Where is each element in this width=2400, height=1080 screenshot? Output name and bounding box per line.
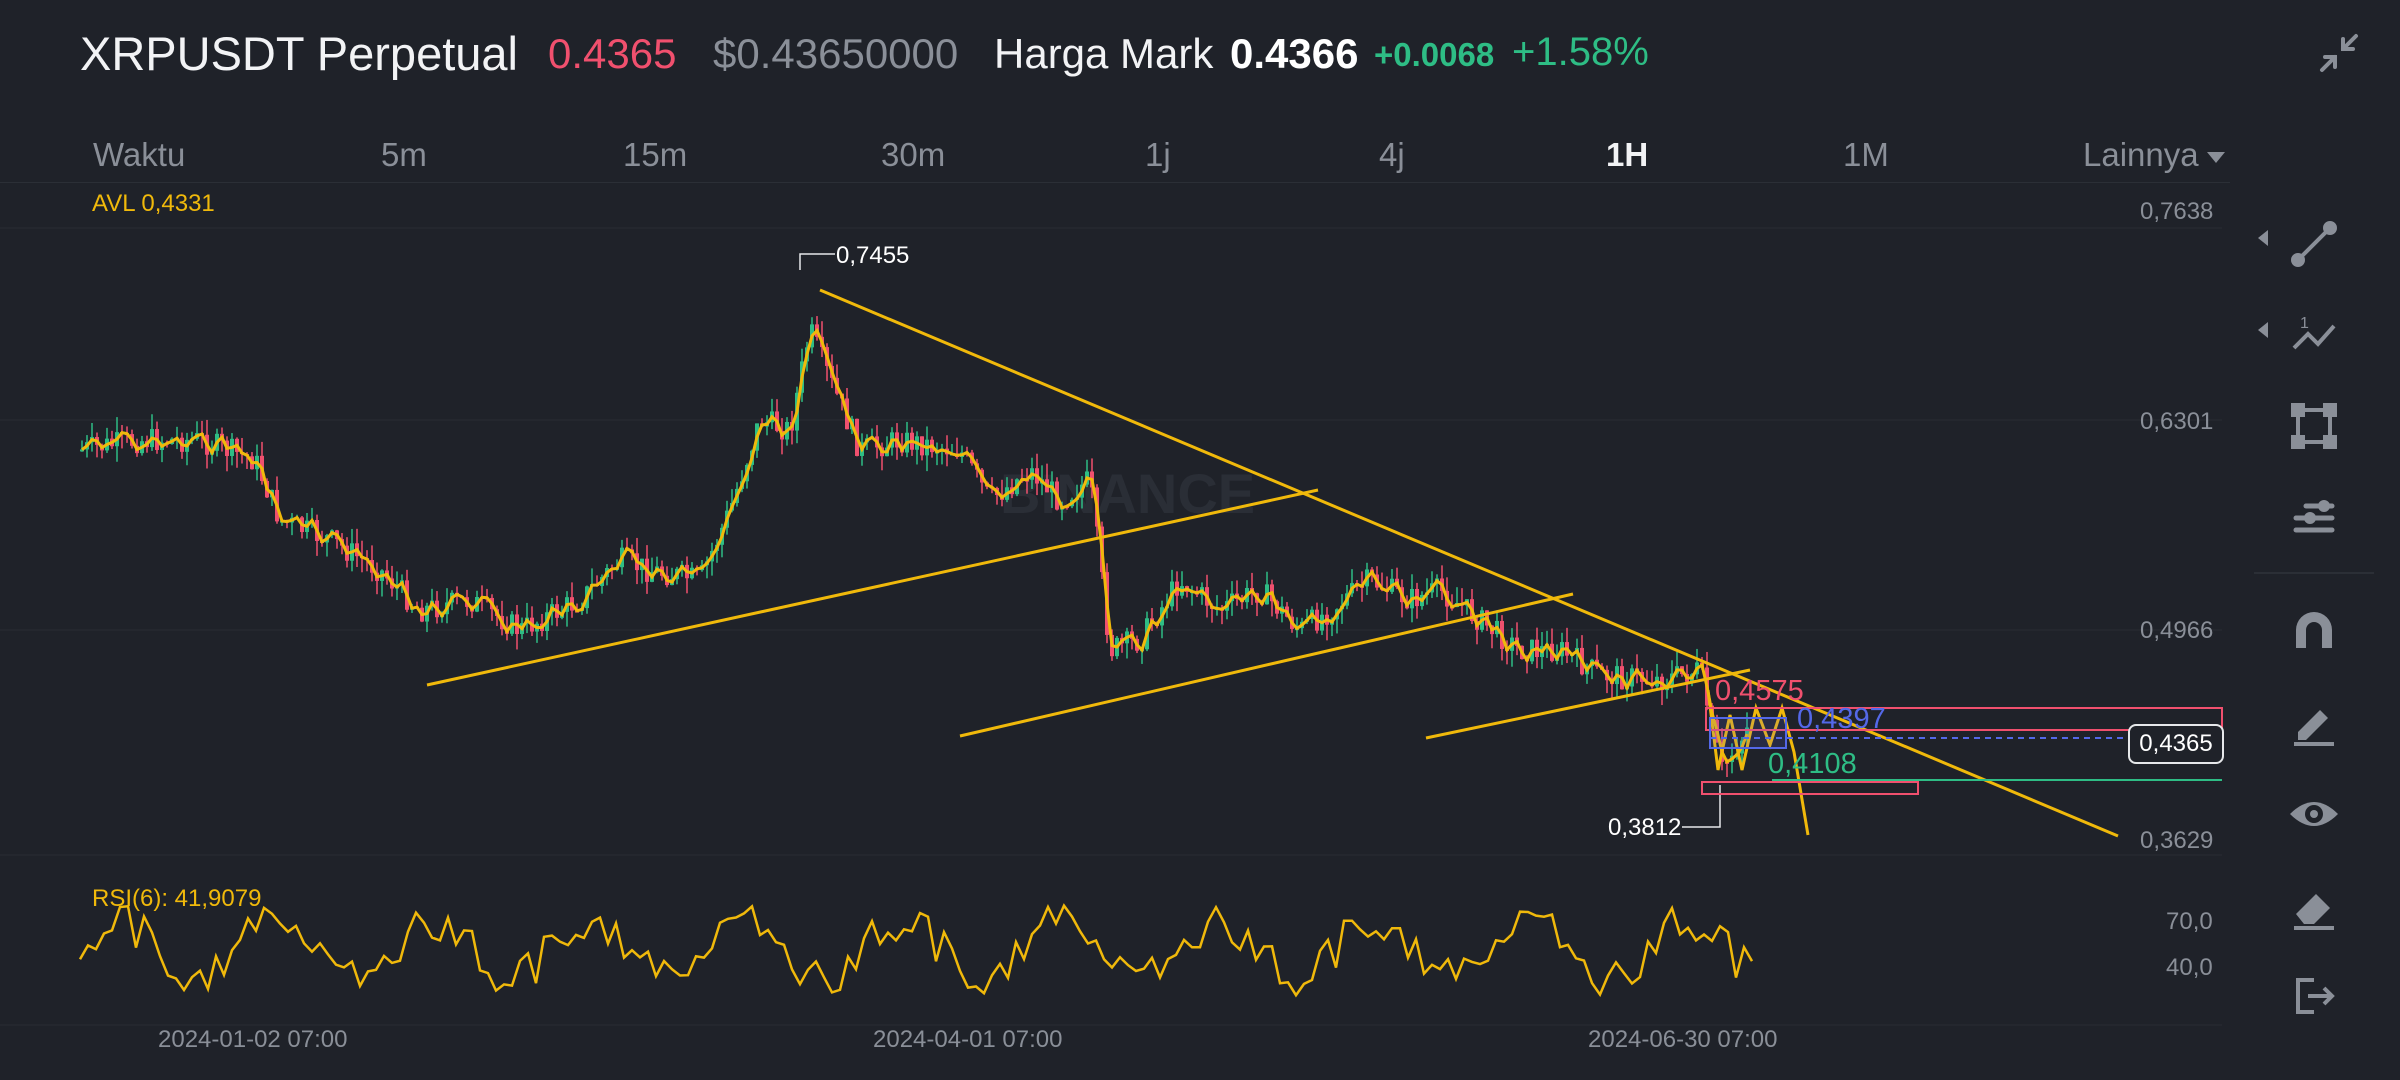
pencil-icon[interactable] xyxy=(2284,692,2344,752)
timeframe-bar: Waktu 5m 15m 30m 1j 4j 1H 1M Lainnya xyxy=(0,126,2230,183)
y-axis-tick: 0,3629 xyxy=(2140,827,2214,854)
high-price-label: 0,7455 xyxy=(836,242,909,269)
tab-1h[interactable]: 1H xyxy=(1606,136,1649,173)
candles xyxy=(80,316,1749,778)
indicator-icon[interactable] xyxy=(2284,488,2344,548)
level-blue-box[interactable] xyxy=(1709,717,1787,749)
eye-icon[interactable] xyxy=(2284,784,2344,844)
expand-left-icon[interactable] xyxy=(2258,322,2268,338)
tab-1m[interactable]: 1M xyxy=(1843,136,1889,173)
tab-lainnya-label: Lainnya xyxy=(2083,136,2199,173)
current-price-tag: 0,4365 xyxy=(2128,724,2224,764)
trend-line-support-2[interactable] xyxy=(959,592,1574,738)
x-axis-tick: 2024-04-01 07:00 xyxy=(873,1026,1063,1053)
price-chart[interactable]: BINANCE 0,7455 0,3812 0,4575 0,4397 0,41… xyxy=(0,0,2230,1080)
tab-1j[interactable]: 1j xyxy=(1145,136,1171,173)
last-price: 0.4365 xyxy=(548,30,677,77)
trend-line-support-1[interactable] xyxy=(426,488,1319,687)
trend-line-resistance[interactable] xyxy=(819,288,2119,838)
exit-icon[interactable] xyxy=(2284,966,2344,1026)
chevron-down-icon xyxy=(2206,151,2225,163)
high-marker xyxy=(799,253,835,270)
toolbar-divider xyxy=(2254,572,2374,574)
moving-average-line xyxy=(81,327,1749,765)
expand-left-icon[interactable] xyxy=(2258,230,2268,246)
level-red-box[interactable] xyxy=(1705,707,2223,731)
level-blue-label: 0,4397 xyxy=(1797,703,1886,735)
rsi-axis-tick: 40,0 xyxy=(2166,954,2213,981)
y-axis-tick: 0,7638 xyxy=(2140,198,2214,225)
header: XRPUSDT Perpetual 0.4365 $0.43650000 Har… xyxy=(0,0,2400,112)
symbol-title[interactable]: XRPUSDT Perpetual xyxy=(80,27,518,80)
y-axis-tick: 0,4966 xyxy=(2140,617,2214,644)
tab-15m[interactable]: 15m xyxy=(623,136,688,173)
tab-5m[interactable]: 5m xyxy=(381,136,427,173)
low-price-label: 0,3812 xyxy=(1608,814,1681,841)
tab-lainnya[interactable]: Lainnya xyxy=(2083,136,2225,174)
svg-text:1: 1 xyxy=(2300,315,2309,332)
eraser-icon[interactable] xyxy=(2284,876,2344,936)
y-axis-tick: 0,6301 xyxy=(2140,408,2214,435)
price-change-percent: +1.58% xyxy=(1512,30,1649,74)
trend-line-icon[interactable] xyxy=(2284,214,2344,274)
level-red-zone[interactable] xyxy=(1701,781,1919,795)
rectangle-icon[interactable] xyxy=(2284,396,2344,456)
trend-lines[interactable] xyxy=(426,288,2119,838)
rsi-axis-tick: 70,0 xyxy=(2166,908,2213,935)
usd-price: $0.43650000 xyxy=(713,30,959,77)
magnet-icon[interactable] xyxy=(2284,600,2344,660)
drawing-toolbar: 1 xyxy=(2254,200,2374,1040)
tab-4j[interactable]: 4j xyxy=(1379,136,1405,173)
level-red-label: 0,4575 xyxy=(1715,675,1804,707)
trend-line-support-3[interactable] xyxy=(1425,668,1751,740)
tab-waktu[interactable]: Waktu xyxy=(93,136,186,173)
avl-label: AVL 0,4331 xyxy=(92,190,215,217)
mark-price: 0.4366 xyxy=(1230,30,1359,77)
rsi-label: RSI(6): 41,9079 xyxy=(92,885,262,912)
level-green-label: 0,4108 xyxy=(1768,748,1857,780)
x-axis-tick: 2024-01-02 07:00 xyxy=(158,1026,348,1053)
tab-30m[interactable]: 30m xyxy=(881,136,946,173)
rsi-line xyxy=(78,903,1754,998)
x-axis-tick: 2024-06-30 07:00 xyxy=(1588,1026,1778,1053)
collapse-icon[interactable] xyxy=(2316,30,2362,76)
candle-body xyxy=(80,449,84,452)
mark-price-label: Harga Mark xyxy=(994,30,1214,77)
fibonacci-icon[interactable]: 1 xyxy=(2284,306,2344,366)
low-marker xyxy=(1682,785,1721,828)
price-change: +0.0068 xyxy=(1374,36,1495,73)
